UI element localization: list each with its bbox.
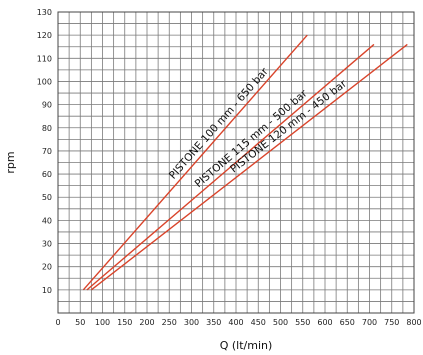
x-tick-label: 100 (95, 318, 110, 327)
x-tick-label: 800 (406, 318, 421, 327)
x-tick-label: 250 (162, 318, 177, 327)
x-tick-label: 0 (55, 318, 60, 327)
series-line (90, 43, 408, 291)
x-tick-label: 50 (75, 318, 85, 327)
x-tick-label: 450 (251, 318, 266, 327)
series-line (86, 43, 375, 291)
series-line (82, 34, 308, 291)
y-tick-label: 30 (42, 240, 52, 249)
x-tick-label: 350 (206, 318, 221, 327)
y-tick-label: 130 (37, 8, 52, 17)
y-tick-label: 40 (42, 216, 52, 225)
x-tick-label: 200 (139, 318, 154, 327)
y-tick-label: 20 (42, 263, 52, 272)
x-tick-label: 500 (273, 318, 288, 327)
x-tick-label: 600 (317, 318, 332, 327)
x-tick-label: 400 (228, 318, 243, 327)
y-tick-label: 110 (37, 54, 52, 63)
x-tick-label: 300 (184, 318, 199, 327)
x-tick-label: 700 (362, 318, 377, 327)
y-tick-label: 120 (37, 31, 52, 40)
x-tick-labels: 0 50 100 150 200 250 300 350 400 450 500 550 600 650 7… (55, 318, 421, 327)
y-tick-labels: 10 20 30 40 50 60 70 80 90 100 110 120 130 (37, 8, 52, 295)
y-tick-label: 70 (42, 147, 52, 156)
y-tick-label: 80 (42, 124, 52, 133)
y-axis-title: rpm (4, 151, 17, 173)
x-tick-label: 150 (117, 318, 132, 327)
x-tick-label: 650 (340, 318, 355, 327)
y-tick-label: 10 (42, 286, 52, 295)
y-tick-label: 90 (42, 101, 52, 110)
plot-area (57, 11, 415, 314)
x-tick-label: 750 (384, 318, 399, 327)
y-tick-label: 60 (42, 170, 52, 179)
x-axis-title: Q (lt/min) (220, 339, 273, 352)
y-tick-label: 100 (37, 77, 52, 86)
y-tick-label: 50 (42, 193, 52, 202)
x-tick-label: 550 (295, 318, 310, 327)
